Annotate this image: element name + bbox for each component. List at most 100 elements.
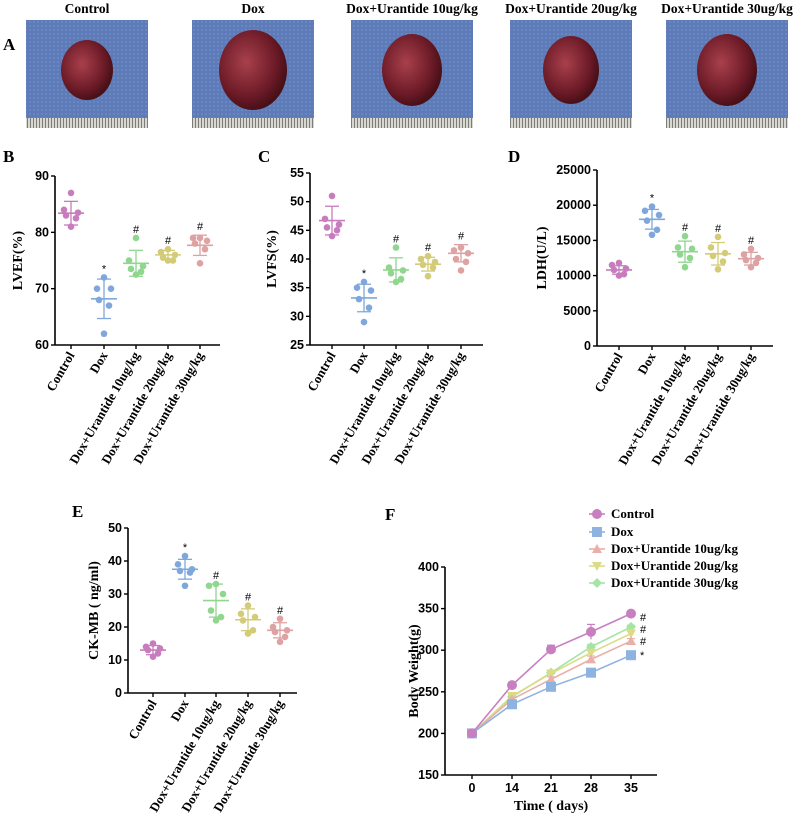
significance-mark: # bbox=[277, 605, 284, 617]
x-tick-label: Control bbox=[304, 349, 339, 394]
heart-image bbox=[219, 30, 287, 110]
data-point bbox=[721, 249, 729, 257]
data-point bbox=[244, 602, 252, 609]
marker-square bbox=[546, 681, 556, 692]
marker-triangle-down bbox=[592, 562, 602, 571]
data-point bbox=[154, 650, 162, 657]
y-tick-label: 20 bbox=[108, 620, 122, 634]
data-point bbox=[203, 237, 211, 245]
y-tick-label: 30 bbox=[108, 587, 122, 601]
data-point bbox=[100, 330, 108, 338]
data-point bbox=[196, 260, 204, 267]
data-point bbox=[321, 215, 329, 223]
data-point bbox=[144, 646, 152, 654]
data-point bbox=[212, 617, 220, 624]
significance-mark: # bbox=[425, 242, 432, 254]
heart-image bbox=[382, 34, 442, 106]
y-axis-label: LVEF(%) bbox=[11, 230, 26, 290]
data-point bbox=[139, 262, 147, 270]
data-point bbox=[283, 627, 291, 634]
data-point bbox=[74, 209, 82, 216]
legend-label: Dox+Urantide 30ug/kg bbox=[611, 575, 738, 590]
significance-mark: # bbox=[133, 224, 140, 236]
photo-title: Control bbox=[65, 1, 110, 16]
series-4: # bbox=[467, 612, 647, 739]
data-point bbox=[610, 266, 618, 274]
marker-triangle-down bbox=[586, 648, 596, 658]
data-point bbox=[392, 278, 400, 286]
panel-label: F bbox=[385, 505, 395, 524]
x-tick-label: Control bbox=[125, 697, 160, 742]
heart-image bbox=[543, 36, 599, 104]
data-point bbox=[462, 258, 470, 266]
y-tick-label: 400 bbox=[418, 560, 439, 574]
data-point bbox=[191, 240, 199, 247]
marker-diamond bbox=[592, 578, 602, 588]
panel-label: D bbox=[508, 147, 520, 166]
y-tick-label: 350 bbox=[418, 602, 439, 616]
ruler bbox=[510, 118, 632, 128]
data-point bbox=[105, 302, 113, 309]
data-point bbox=[244, 630, 252, 637]
data-point bbox=[159, 254, 167, 261]
data-point bbox=[269, 623, 277, 631]
x-tick-label: Dox bbox=[634, 350, 658, 377]
y-tick-label: 45 bbox=[290, 223, 304, 237]
significance-mark: * bbox=[650, 193, 655, 205]
data-point bbox=[417, 255, 425, 263]
marker-triangle-down bbox=[626, 629, 636, 639]
data-point bbox=[615, 259, 623, 267]
data-point bbox=[457, 267, 465, 274]
data-point bbox=[740, 251, 748, 258]
data-point bbox=[655, 211, 663, 219]
x-tick-label: 14 bbox=[505, 781, 519, 795]
data-point bbox=[181, 582, 189, 590]
significance-mark: # bbox=[640, 624, 647, 636]
heart-photo: Dox+Urantide 30ug/kg bbox=[661, 1, 793, 128]
significance-mark: # bbox=[197, 221, 204, 233]
significance-mark: # bbox=[640, 612, 647, 624]
heart-photo: Control bbox=[26, 1, 148, 128]
data-point bbox=[674, 244, 682, 251]
data-point bbox=[132, 234, 140, 242]
data-point bbox=[353, 284, 361, 291]
y-tick-label: 0 bbox=[115, 686, 122, 700]
legend-item: Dox+Urantide 10ug/kg bbox=[589, 541, 738, 556]
data-point bbox=[212, 580, 220, 588]
data-point bbox=[95, 296, 103, 304]
y-tick-label: 25 bbox=[290, 338, 304, 352]
significance-mark: # bbox=[213, 570, 220, 582]
data-point bbox=[707, 244, 715, 251]
data-point bbox=[360, 278, 368, 286]
legend-label: Dox bbox=[611, 524, 634, 539]
data-point bbox=[622, 265, 630, 272]
x-tick-label: 0 bbox=[469, 781, 476, 795]
data-point bbox=[714, 265, 722, 273]
data-point bbox=[189, 234, 197, 242]
y-tick-label: 50 bbox=[290, 195, 304, 209]
data-point bbox=[360, 318, 368, 326]
marker-triangle-up bbox=[546, 674, 556, 684]
marker-triangle-up bbox=[586, 654, 596, 664]
significance-mark: # bbox=[682, 222, 689, 234]
y-tick-label: 10000 bbox=[556, 269, 591, 283]
data-point bbox=[125, 257, 133, 264]
y-tick-label: 40 bbox=[108, 554, 122, 568]
data-point bbox=[100, 274, 108, 281]
ruler bbox=[192, 118, 314, 128]
y-tick-label: 0 bbox=[584, 339, 591, 353]
y-axis-label: CK-MB ( ng/ml) bbox=[87, 561, 102, 660]
data-point bbox=[137, 268, 145, 276]
data-point bbox=[714, 233, 722, 241]
marker-circle bbox=[626, 608, 636, 619]
x-axis-label: Time ( days) bbox=[514, 799, 589, 814]
photo-title: Dox+Urantide 30ug/kg bbox=[661, 1, 793, 16]
significance-mark: # bbox=[715, 223, 722, 235]
data-point bbox=[681, 263, 689, 271]
data-point bbox=[615, 272, 623, 279]
data-point bbox=[424, 252, 432, 260]
data-point bbox=[107, 285, 115, 292]
marker-square bbox=[626, 650, 636, 661]
data-point bbox=[686, 254, 694, 262]
